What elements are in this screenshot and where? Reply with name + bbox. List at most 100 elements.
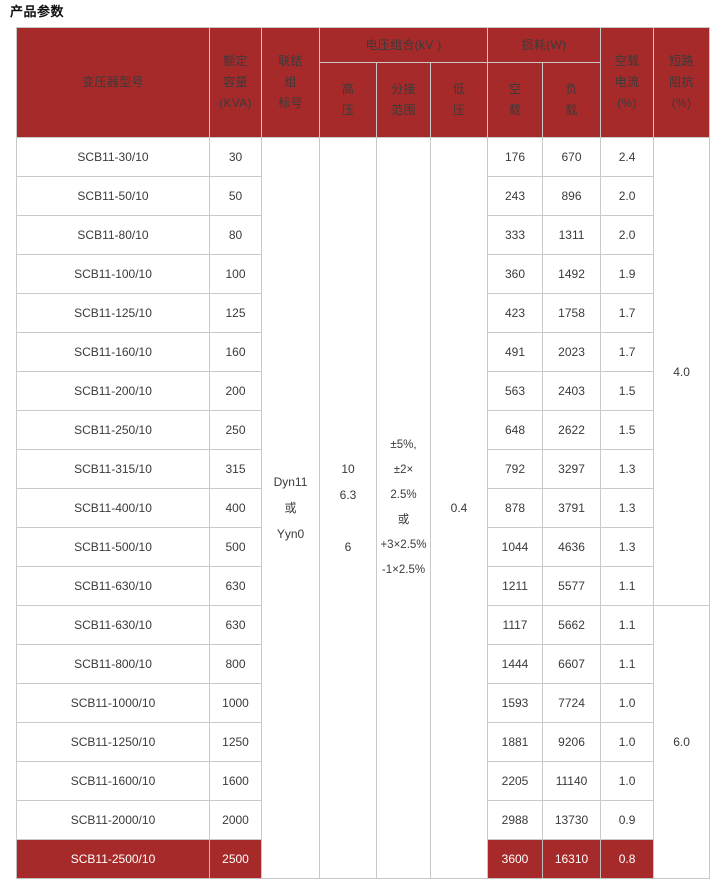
- cell-model: SCB11-200/10: [16, 371, 210, 411]
- cell-rated-capacity: 50: [209, 176, 262, 216]
- cell-load-loss: 1758: [542, 293, 602, 333]
- tapping-range-line: 2.5%: [390, 489, 417, 501]
- th-short-circuit-impedance-line3: (%): [671, 96, 692, 110]
- cell-model: SCB11-80/10: [16, 215, 210, 255]
- th-load-loss: 负 载: [542, 62, 602, 138]
- th-high-voltage-line2: 压: [341, 103, 355, 117]
- tapping-range-line: 或: [397, 514, 410, 526]
- th-no-load-loss-line2: 载: [508, 103, 522, 117]
- cell-load-loss: 6607: [542, 644, 602, 684]
- cell-load-loss: 3297: [542, 449, 602, 489]
- cell-no-load-loss: 1444: [487, 644, 544, 684]
- cell-load-loss: 5577: [542, 566, 602, 606]
- cell-load-loss: 9206: [542, 722, 602, 762]
- header-row-sub: 高 压 分接 范围 低 压 空 载: [17, 62, 710, 138]
- high-voltage-line: 6: [344, 540, 352, 554]
- cell-model: SCB11-800/10: [16, 644, 210, 684]
- cell-no-load-current: 1.7: [600, 332, 655, 372]
- th-connection-group-line3: 标号: [278, 96, 303, 110]
- cell-no-load-current: 1.0: [600, 683, 655, 723]
- table-row[interactable]: SCB11-160/10 160 491 2023 1.7: [16, 332, 710, 372]
- table-row[interactable]: SCB11-800/10 800 1444 6607 1.1: [16, 644, 710, 684]
- th-no-load-current: 空载 电流 (%): [600, 27, 655, 138]
- cell-rated-capacity: 160: [209, 332, 262, 372]
- th-high-voltage: 高 压: [319, 62, 377, 138]
- table-row[interactable]: SCB11-630/10 630 1117 5662 1.1 6.0: [16, 605, 711, 879]
- table-row[interactable]: SCB11-30/10 30 Dyn11 或 Yyn0 10 6.3 6 ±5%, ±2× 2.5%…: [16, 137, 711, 879]
- cell-no-load-loss: 878: [487, 488, 544, 528]
- high-voltage-line: 6.3: [339, 488, 357, 502]
- cell-model: SCB11-250/10: [16, 410, 210, 450]
- cell-no-load-current: 0.8: [600, 839, 655, 879]
- th-short-circuit-impedance-line2: 阻抗: [669, 75, 694, 89]
- cell-no-load-loss: 243: [487, 176, 544, 216]
- cell-rated-capacity: 80: [209, 215, 262, 255]
- cell-rated-capacity: 500: [209, 527, 262, 567]
- th-connection-group: 联结 组 标号: [261, 27, 320, 138]
- cell-no-load-current: 1.1: [600, 605, 655, 645]
- cell-no-load-current: 1.0: [600, 761, 655, 801]
- cell-no-load-loss: 176: [487, 137, 544, 177]
- th-low-voltage: 低 压: [429, 62, 489, 138]
- cell-model: SCB11-50/10: [16, 176, 210, 216]
- cell-load-loss: 896: [542, 176, 602, 216]
- cell-load-loss: 16310: [542, 839, 602, 879]
- tapping-range-line: ±5%,: [390, 439, 417, 451]
- table-row[interactable]: SCB11-200/10 200 563 2403 1.5: [16, 371, 710, 411]
- tapping-range-line: +3×2.5%: [380, 539, 427, 551]
- header-row-top: 变压器型号 额定 容量 (KVA) 联结 组 标号 电压组合(kV ) 损耗(W…: [16, 27, 711, 138]
- th-voltage-combination: 电压组合(kV ): [318, 27, 489, 63]
- cell-no-load-loss: 1211: [487, 566, 544, 606]
- cell-short-circuit-impedance: 6.0: [653, 605, 711, 879]
- cell-no-load-current: 1.9: [600, 254, 655, 294]
- th-loss: 损耗(W): [487, 27, 602, 63]
- cell-load-loss: 670: [542, 137, 602, 177]
- table-row[interactable]: SCB11-50/10 50 243 896 2.0: [16, 176, 710, 216]
- cell-rated-capacity: 1250: [209, 722, 262, 762]
- th-load-loss-line1: 负: [565, 82, 578, 96]
- cell-load-loss: 2403: [542, 371, 602, 411]
- cell-no-load-current: 0.9: [600, 800, 655, 840]
- table-row[interactable]: SCB11-315/10 315 792 3297 1.3: [16, 449, 710, 489]
- table-row[interactable]: SCB11-2500/10 2500 3600 16310 0.8: [16, 839, 710, 879]
- cell-model: SCB11-160/10: [16, 332, 210, 372]
- cell-no-load-loss: 491: [487, 332, 544, 372]
- th-rated-capacity-line1: 额定: [223, 54, 248, 68]
- cell-load-loss: 4636: [542, 527, 602, 567]
- high-voltage-line: 10: [341, 462, 355, 476]
- cell-model: SCB11-500/10: [16, 527, 210, 567]
- cell-load-loss: 3791: [542, 488, 602, 528]
- th-rated-capacity-line3: (KVA): [219, 96, 252, 110]
- cell-rated-capacity: 400: [209, 488, 262, 528]
- cell-load-loss: 1492: [542, 254, 602, 294]
- th-low-voltage-line1: 低: [452, 82, 466, 96]
- cell-rated-capacity: 30: [209, 137, 262, 177]
- th-rated-capacity-line2: 容量: [223, 75, 248, 89]
- cell-no-load-loss: 1593: [487, 683, 544, 723]
- cell-no-load-current: 1.1: [600, 566, 655, 606]
- table-row[interactable]: SCB11-250/10 250 648 2622 1.5: [16, 410, 710, 450]
- table-row[interactable]: SCB11-500/10 500 1044 4636 1.3: [16, 527, 710, 567]
- cell-no-load-loss: 1044: [487, 527, 544, 567]
- cell-no-load-loss: 563: [487, 371, 544, 411]
- cell-no-load-loss: 333: [487, 215, 544, 255]
- table-row[interactable]: SCB11-1600/10 1600 2205 11140 1.0: [16, 761, 710, 801]
- table-row[interactable]: SCB11-2000/10 2000 2988 13730 0.9: [16, 800, 710, 840]
- th-no-load-current-line1: 空载: [614, 54, 640, 68]
- table-row[interactable]: SCB11-80/10 80 333 1311 2.0: [16, 215, 710, 255]
- cell-model: SCB11-630/10: [16, 605, 210, 645]
- table-row[interactable]: SCB11-1000/10 1000 1593 7724 1.0: [16, 683, 710, 723]
- cell-model: SCB11-2500/10: [16, 839, 210, 879]
- th-rated-capacity: 额定 容量 (KVA): [209, 27, 262, 138]
- cell-no-load-current: 2.4: [600, 137, 655, 177]
- th-no-load-current-line3: (%): [617, 96, 637, 110]
- cell-rated-capacity: 315: [209, 449, 262, 489]
- table-row[interactable]: SCB11-630/10 630 1211 5577 1.1: [16, 566, 710, 606]
- cell-rated-capacity: 1000: [209, 683, 262, 723]
- cell-no-load-current: 1.1: [600, 644, 655, 684]
- table-row[interactable]: SCB11-125/10 125 423 1758 1.7: [16, 293, 710, 333]
- cell-model: SCB11-630/10: [16, 566, 210, 606]
- tapping-range-line: -1×2.5%: [381, 564, 426, 576]
- page-title: 产品参数: [10, 4, 65, 19]
- table-row[interactable]: SCB11-100/10 100 360 1492 1.9: [16, 254, 710, 294]
